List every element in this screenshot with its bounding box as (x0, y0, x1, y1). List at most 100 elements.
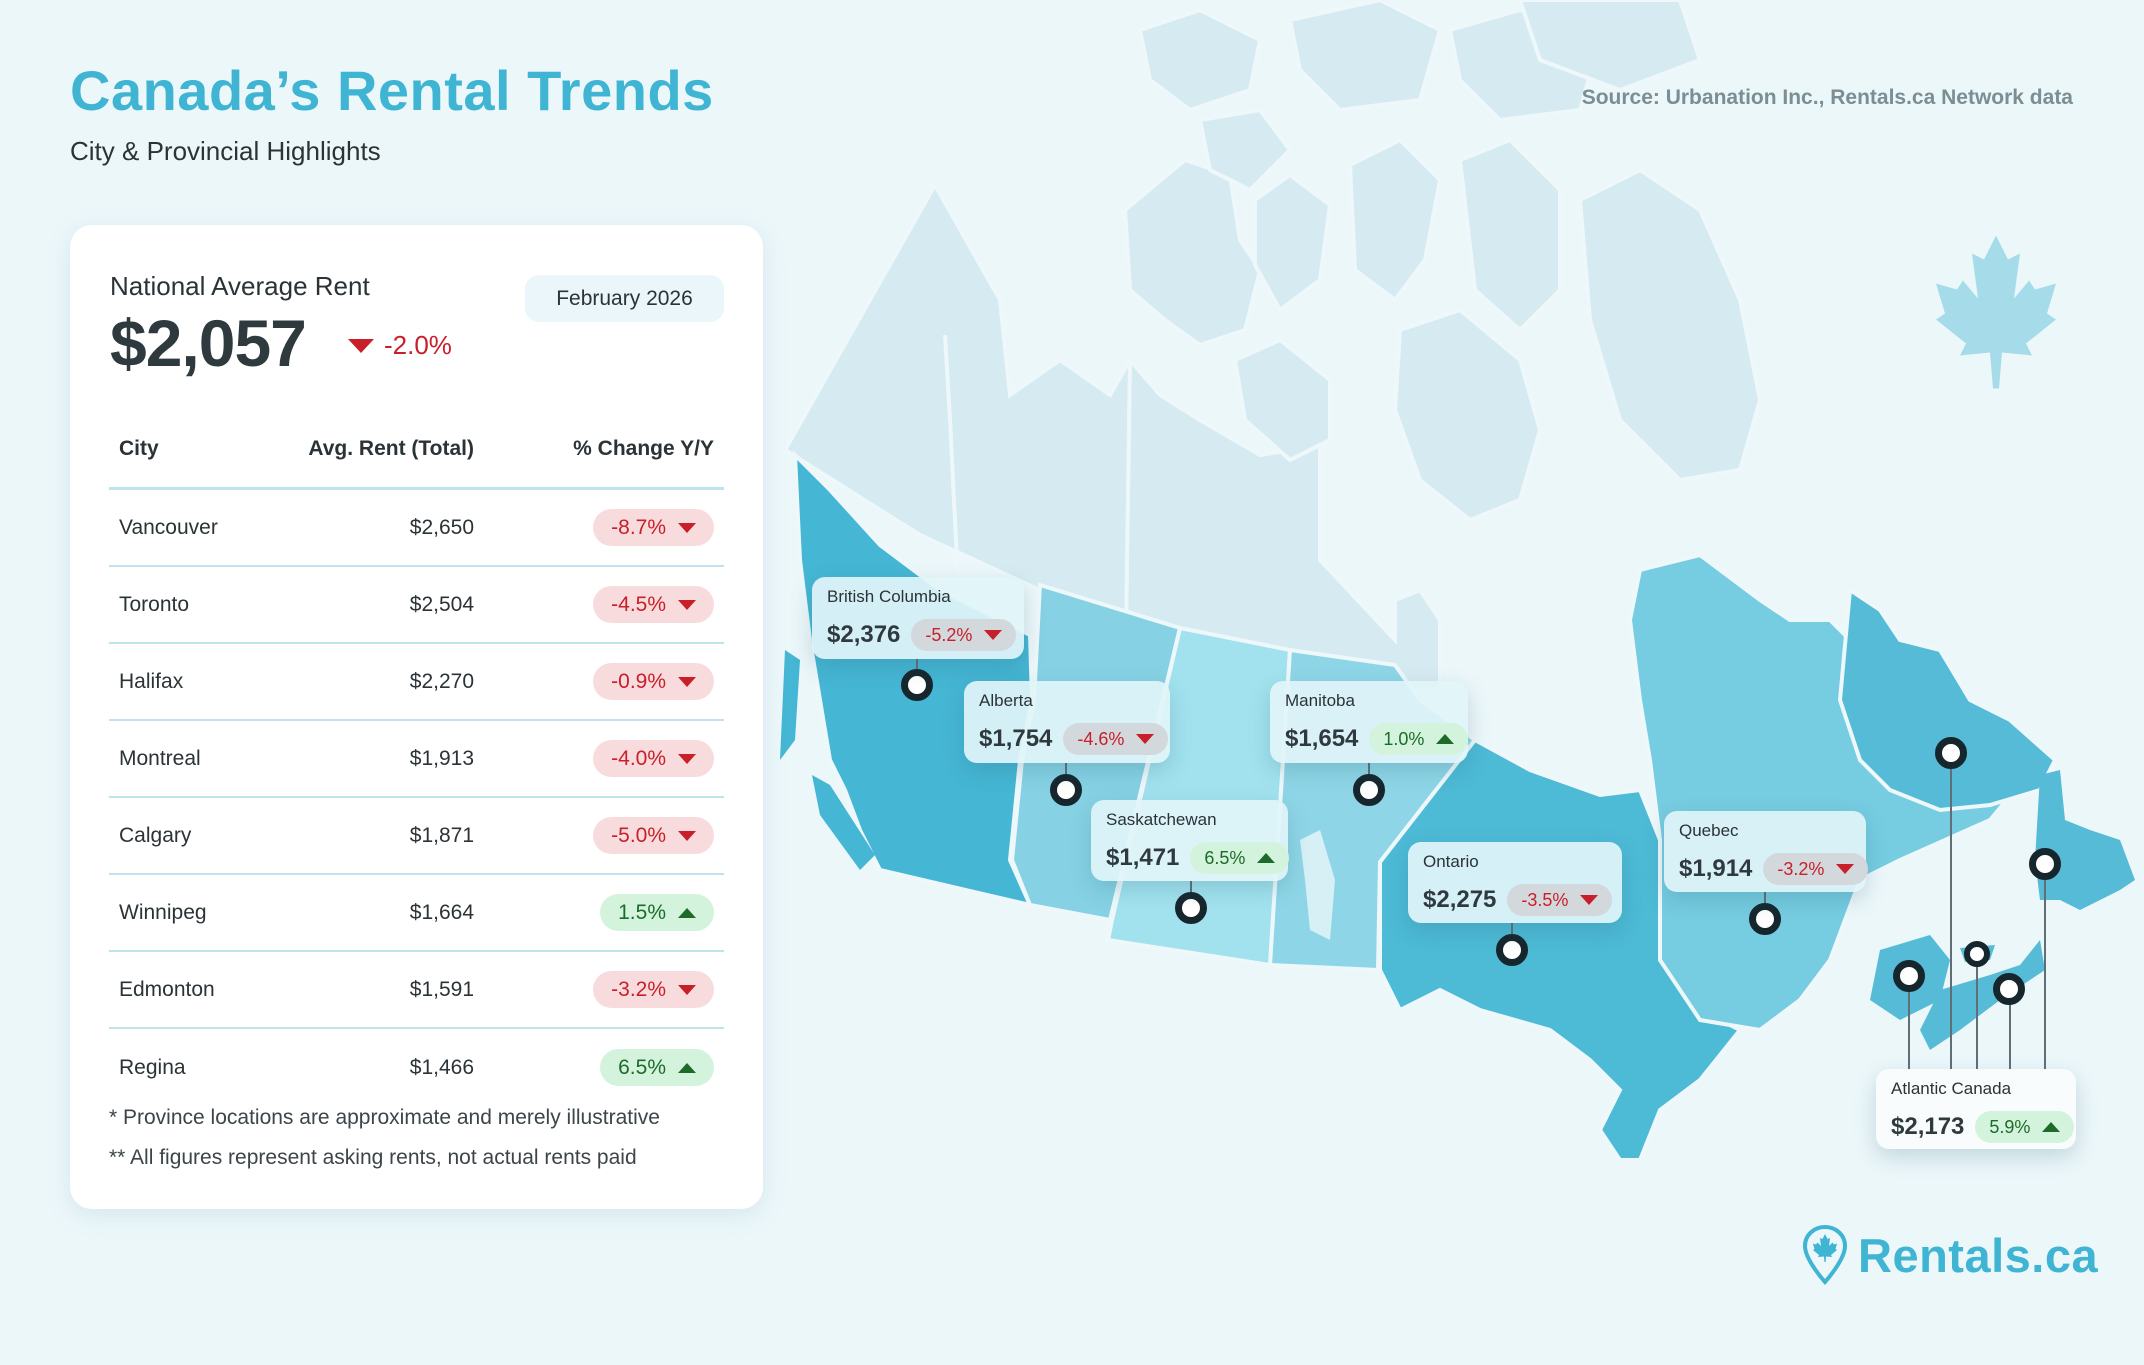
table-row: Regina $1,466 6.5% (109, 1029, 724, 1106)
pin-stem (1976, 954, 1978, 1069)
change-badge: -5.0% (593, 817, 714, 854)
change-value: -4.6% (1077, 728, 1125, 749)
city-name: Vancouver (119, 515, 218, 539)
change-value: 1.0% (1383, 728, 1425, 749)
province-rent: $1,754 (979, 725, 1053, 752)
change-badge: -8.7% (593, 509, 714, 546)
change-badge: -5.2% (911, 619, 1017, 651)
down-arrow-icon (678, 676, 696, 687)
city-rent: $2,270 (409, 669, 474, 693)
change-value: -5.0% (611, 823, 666, 847)
pin-stem (1908, 976, 1910, 1069)
map-pin-newfoundland[interactable] (2029, 848, 2061, 880)
up-arrow-icon (2042, 1122, 2061, 1132)
table-row: Vancouver $2,650 -8.7% (109, 490, 724, 567)
change-badge: 5.9% (1975, 1111, 2075, 1143)
change-value: -4.5% (611, 592, 666, 616)
table-row: Calgary $1,871 -5.0% (109, 798, 724, 875)
change-badge: -3.2% (593, 971, 714, 1008)
map-pin-ontario[interactable] (1496, 934, 1528, 966)
map-pin-quebec[interactable] (1749, 903, 1781, 935)
province-name: Atlantic Canada (1891, 1079, 2012, 1098)
location-pin-icon (1802, 1224, 1848, 1285)
province-rent: $1,471 (1106, 844, 1180, 871)
map-pin-manitoba[interactable] (1353, 774, 1385, 806)
up-arrow-icon (678, 1062, 696, 1073)
table-row: Edmonton $1,591 -3.2% (109, 952, 724, 1029)
change-value: -4.0% (611, 746, 666, 770)
down-arrow-icon (678, 984, 696, 995)
change-badge: 6.5% (1190, 842, 1290, 874)
footnote-1: * Province locations are approximate and… (109, 1106, 660, 1129)
logo-text: Rentals.ca (1858, 1228, 2099, 1282)
footnote-2: ** All figures represent asking rents, n… (109, 1146, 637, 1169)
province-name: Manitoba (1285, 691, 1355, 710)
down-arrow-icon (678, 830, 696, 841)
change-value: -8.7% (611, 515, 666, 539)
change-value: 1.5% (618, 900, 666, 924)
province-rent: $2,173 (1891, 1113, 1965, 1140)
national-change: -2.0% (348, 330, 452, 361)
map-pin-new-brunswick[interactable] (1893, 960, 1925, 992)
change-badge: -4.6% (1063, 723, 1169, 755)
up-arrow-icon (1436, 734, 1455, 744)
national-summary-card: National Average Rent $2,057 -2.0% Febru… (70, 225, 763, 1209)
province-name: Ontario (1423, 852, 1479, 871)
province-name: Quebec (1679, 821, 1739, 840)
down-arrow-icon (1580, 895, 1599, 905)
province-rent: $1,654 (1285, 725, 1359, 752)
pin-stem (2044, 864, 2046, 1069)
down-arrow-icon (678, 522, 696, 533)
map-pin-alberta[interactable] (1050, 774, 1082, 806)
change-value: -3.2% (1777, 858, 1825, 879)
change-badge: 1.5% (600, 894, 714, 931)
change-value: 6.5% (1204, 847, 1246, 868)
source-note: Source: Urbanation Inc., Rentals.ca Netw… (1581, 86, 2073, 109)
table-row: Winnipeg $1,664 1.5% (109, 875, 724, 952)
change-value: 5.9% (1989, 1116, 2031, 1137)
callout-saskatchewan: Saskatchewan $1,471 6.5% (1091, 800, 1290, 881)
national-average-value: $2,057 (110, 306, 307, 380)
province-name: British Columbia (827, 587, 951, 606)
page-title: Canada’s Rental Trends (70, 59, 714, 122)
city-rent-table: City Avg. Rent (Total) % Change Y/Y Vanc… (109, 410, 724, 1106)
province-name: Alberta (979, 691, 1033, 710)
up-arrow-icon (678, 907, 696, 918)
city-rent: $1,871 (409, 823, 474, 847)
map-pin-labrador[interactable] (1935, 737, 1967, 769)
table-row: Toronto $2,504 -4.5% (109, 567, 724, 644)
map-pin-nova-scotia[interactable] (1993, 973, 2025, 1005)
city-rent: $2,650 (409, 515, 474, 539)
column-header-rent: Avg. Rent (Total) (308, 436, 474, 460)
change-value: -3.5% (1521, 889, 1569, 910)
callout-ontario: Ontario $2,275 -3.5% (1408, 842, 1622, 923)
map-pin-british-columbia[interactable] (901, 669, 933, 701)
city-name: Regina (119, 1055, 186, 1079)
change-badge: -3.5% (1507, 884, 1613, 916)
footnotes: * Province locations are approximate and… (109, 1098, 660, 1178)
rentals-ca-logo[interactable]: Rentals.ca (1802, 1224, 2098, 1286)
pin-stem (2009, 989, 2011, 1069)
up-arrow-icon (1257, 853, 1276, 863)
down-arrow-icon (348, 338, 374, 353)
change-badge: -0.9% (593, 663, 714, 700)
change-badge: 1.0% (1369, 723, 1469, 755)
change-value: -0.9% (611, 669, 666, 693)
national-change-value: -2.0% (384, 330, 452, 360)
map-pin-saskatchewan[interactable] (1175, 892, 1207, 924)
change-value: -5.2% (925, 624, 973, 645)
callout-atlantic-canada: Atlantic Canada $2,173 5.9% (1876, 1069, 2076, 1149)
province-rent: $2,275 (1423, 886, 1497, 913)
city-rent: $2,504 (409, 592, 474, 616)
down-arrow-icon (1836, 864, 1855, 874)
province-rent: $1,914 (1679, 855, 1753, 882)
change-value: -3.2% (611, 977, 666, 1001)
city-name: Halifax (119, 669, 184, 693)
city-name: Calgary (119, 823, 192, 847)
northern-territories (782, 0, 1763, 692)
city-rent: $1,913 (409, 746, 474, 770)
column-header-change: % Change Y/Y (573, 436, 714, 460)
change-badge: -4.5% (593, 586, 714, 623)
map-pin-pei[interactable] (1964, 941, 1990, 967)
change-badge: -4.0% (593, 740, 714, 777)
